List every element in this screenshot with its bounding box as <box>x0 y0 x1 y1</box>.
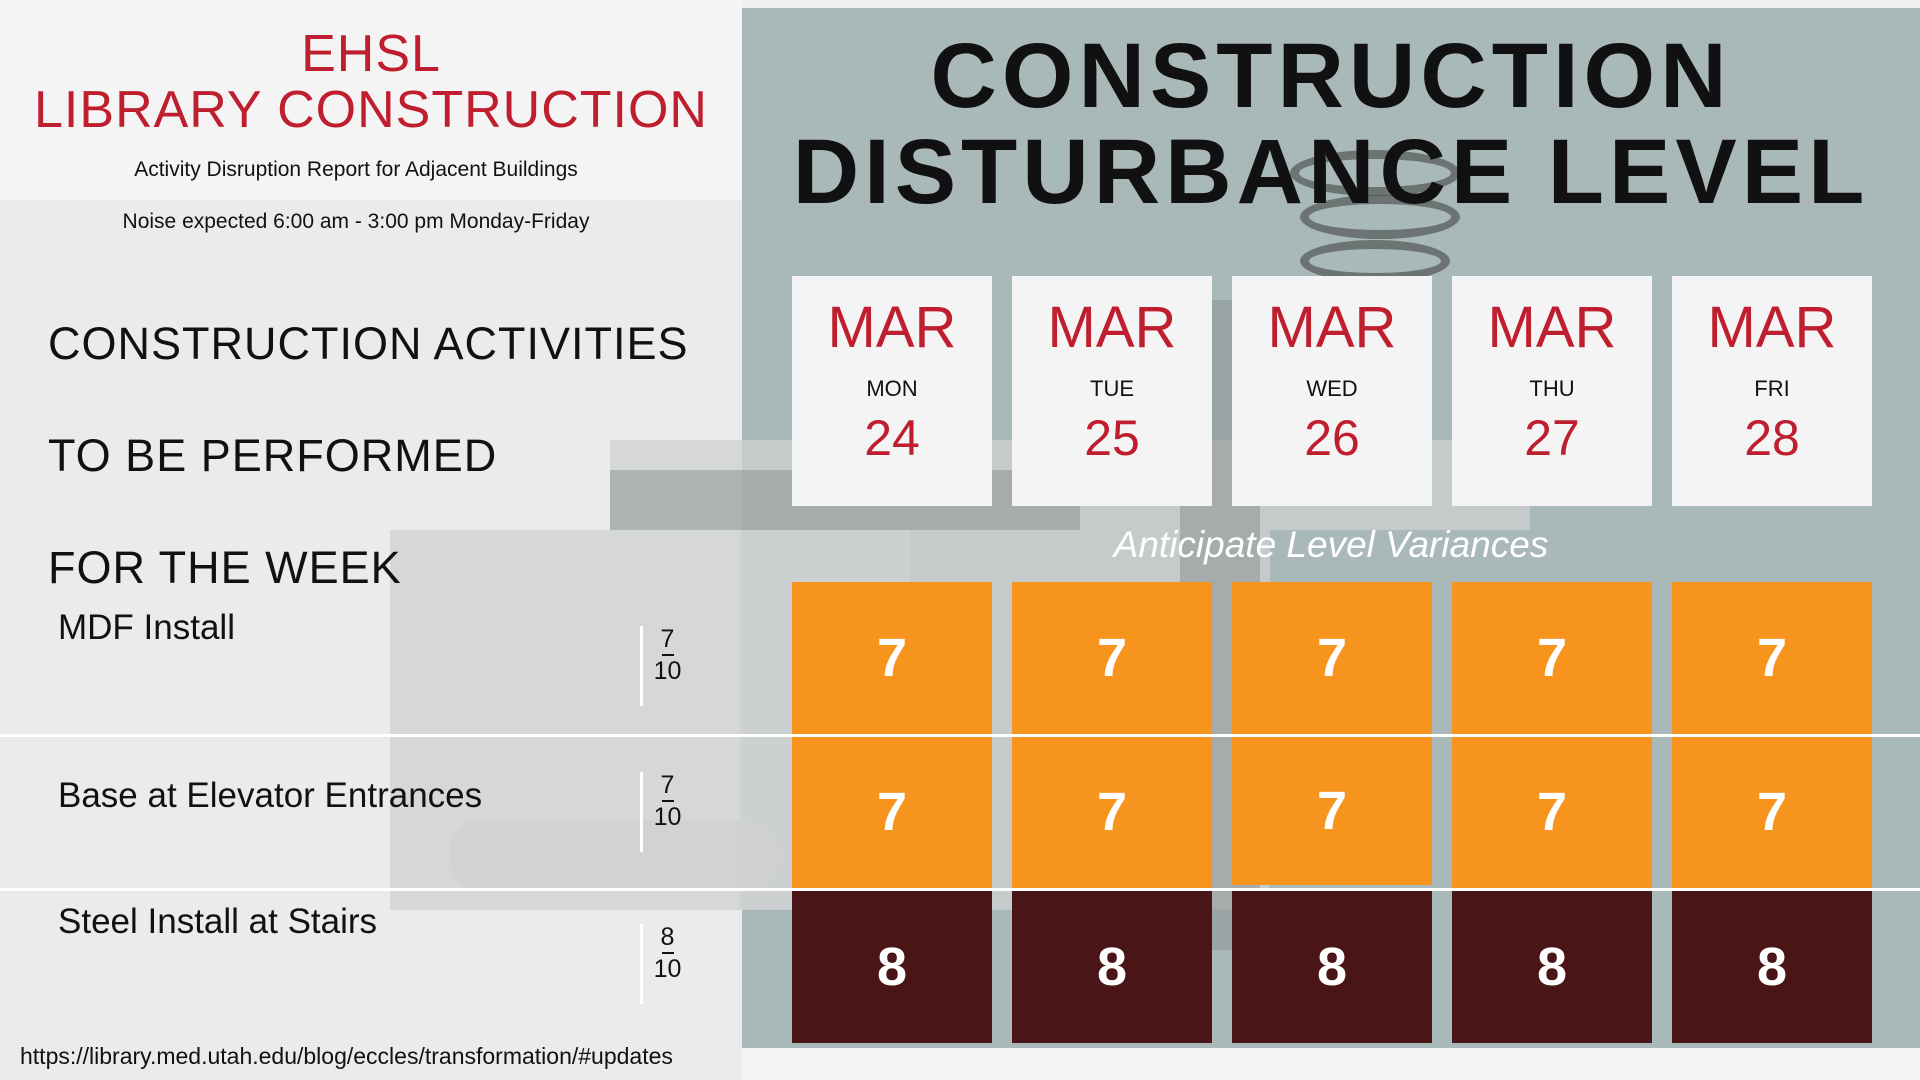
day-card-thu: MAR THU 27 <box>1452 276 1652 506</box>
day-card-fri: MAR FRI 28 <box>1672 276 1872 506</box>
day-weekday: MON <box>866 376 918 401</box>
day-card-wed: MAR WED 26 <box>1232 276 1432 506</box>
header-panel <box>0 0 742 200</box>
day-weekday: WED <box>1306 376 1358 401</box>
level-cell-steel-wed: 8 <box>1232 891 1432 1043</box>
level-cell-base-fri: 7 <box>1672 737 1872 888</box>
level-max: 10 <box>653 657 682 685</box>
level-cell-mdf-tue: 7 <box>1012 582 1212 734</box>
day-card-tue: MAR TUE 25 <box>1012 276 1212 506</box>
activities-heading-line3: FOR THE WEEK <box>48 542 402 593</box>
level-divider <box>661 952 674 954</box>
level-cell-mdf-mon: 7 <box>792 582 992 734</box>
activity-name-steel-stairs: Steel Install at Stairs <box>58 902 378 941</box>
noise-hours: Noise expected 6:00 am - 3:00 pm Monday-… <box>122 210 590 233</box>
activities-heading: CONSTRUCTION ACTIVITIES TO BE PERFORMED … <box>48 260 708 652</box>
level-max: 10 <box>653 955 682 983</box>
day-card-mon: MAR MON 24 <box>792 276 992 506</box>
row-divider <box>0 888 1920 891</box>
report-title: EHSL LIBRARY CONSTRUCTION <box>0 26 742 138</box>
level-value: 7 <box>660 771 675 799</box>
level-divider <box>661 654 674 656</box>
level-cell-base-wed: 7 <box>1232 737 1432 885</box>
day-month: MAR <box>1267 295 1397 360</box>
variance-note: Anticipate Level Variances <box>1113 524 1549 565</box>
activity-name-mdf-install: MDF Install <box>58 608 235 647</box>
day-month: MAR <box>1707 295 1837 360</box>
day-date: 28 <box>1744 410 1800 466</box>
activities-heading-line2: TO BE PERFORMED <box>48 430 498 481</box>
level-value: 7 <box>660 625 675 653</box>
day-weekday: THU <box>1529 376 1575 401</box>
report-title-line2: LIBRARY CONSTRUCTION <box>34 81 708 139</box>
day-month: MAR <box>1487 295 1617 360</box>
day-weekday: FRI <box>1754 376 1790 401</box>
day-date: 26 <box>1304 410 1360 466</box>
activity-name-base-elevator: Base at Elevator Entrances <box>58 776 483 815</box>
day-weekday: TUE <box>1090 376 1134 401</box>
report-title-line1: EHSL <box>301 25 441 83</box>
day-date: 24 <box>864 410 920 466</box>
level-cell-mdf-fri: 7 <box>1672 582 1872 734</box>
level-max: 10 <box>653 803 682 831</box>
level-cell-steel-mon: 8 <box>792 891 992 1043</box>
day-month: MAR <box>827 295 957 360</box>
disturbance-title-line1: CONSTRUCTION <box>930 25 1732 127</box>
level-value: 8 <box>660 923 675 951</box>
activity-level-mdf-install: 7 10 <box>640 626 684 706</box>
disturbance-title: CONSTRUCTION DISTURBANCE LEVEL <box>742 28 1920 220</box>
day-date: 27 <box>1524 410 1580 466</box>
level-divider <box>661 800 674 802</box>
level-cell-steel-thu: 8 <box>1452 891 1652 1043</box>
level-cell-steel-tue: 8 <box>1012 891 1212 1043</box>
level-cell-steel-fri: 8 <box>1672 891 1872 1043</box>
level-cell-base-thu: 7 <box>1452 737 1652 888</box>
level-cell-base-tue: 7 <box>1012 737 1212 888</box>
activity-level-steel-stairs: 8 10 <box>640 924 684 1004</box>
level-cell-mdf-thu: 7 <box>1452 582 1652 734</box>
level-cell-mdf-wed: 7 <box>1232 582 1432 734</box>
day-month: MAR <box>1047 295 1177 360</box>
activity-level-base-elevator: 7 10 <box>640 772 684 852</box>
bottom-strip <box>742 1048 1920 1080</box>
report-subtitle: Activity Disruption Report for Adjacent … <box>134 158 578 181</box>
day-date: 25 <box>1084 410 1140 466</box>
disturbance-title-line2: DISTURBANCE LEVEL <box>792 121 1870 223</box>
level-cell-base-mon: 7 <box>792 737 992 888</box>
row-divider <box>0 734 1920 737</box>
activities-heading-line1: CONSTRUCTION ACTIVITIES <box>48 318 689 369</box>
updates-link[interactable]: https://library.med.utah.edu/blog/eccles… <box>20 1043 673 1069</box>
